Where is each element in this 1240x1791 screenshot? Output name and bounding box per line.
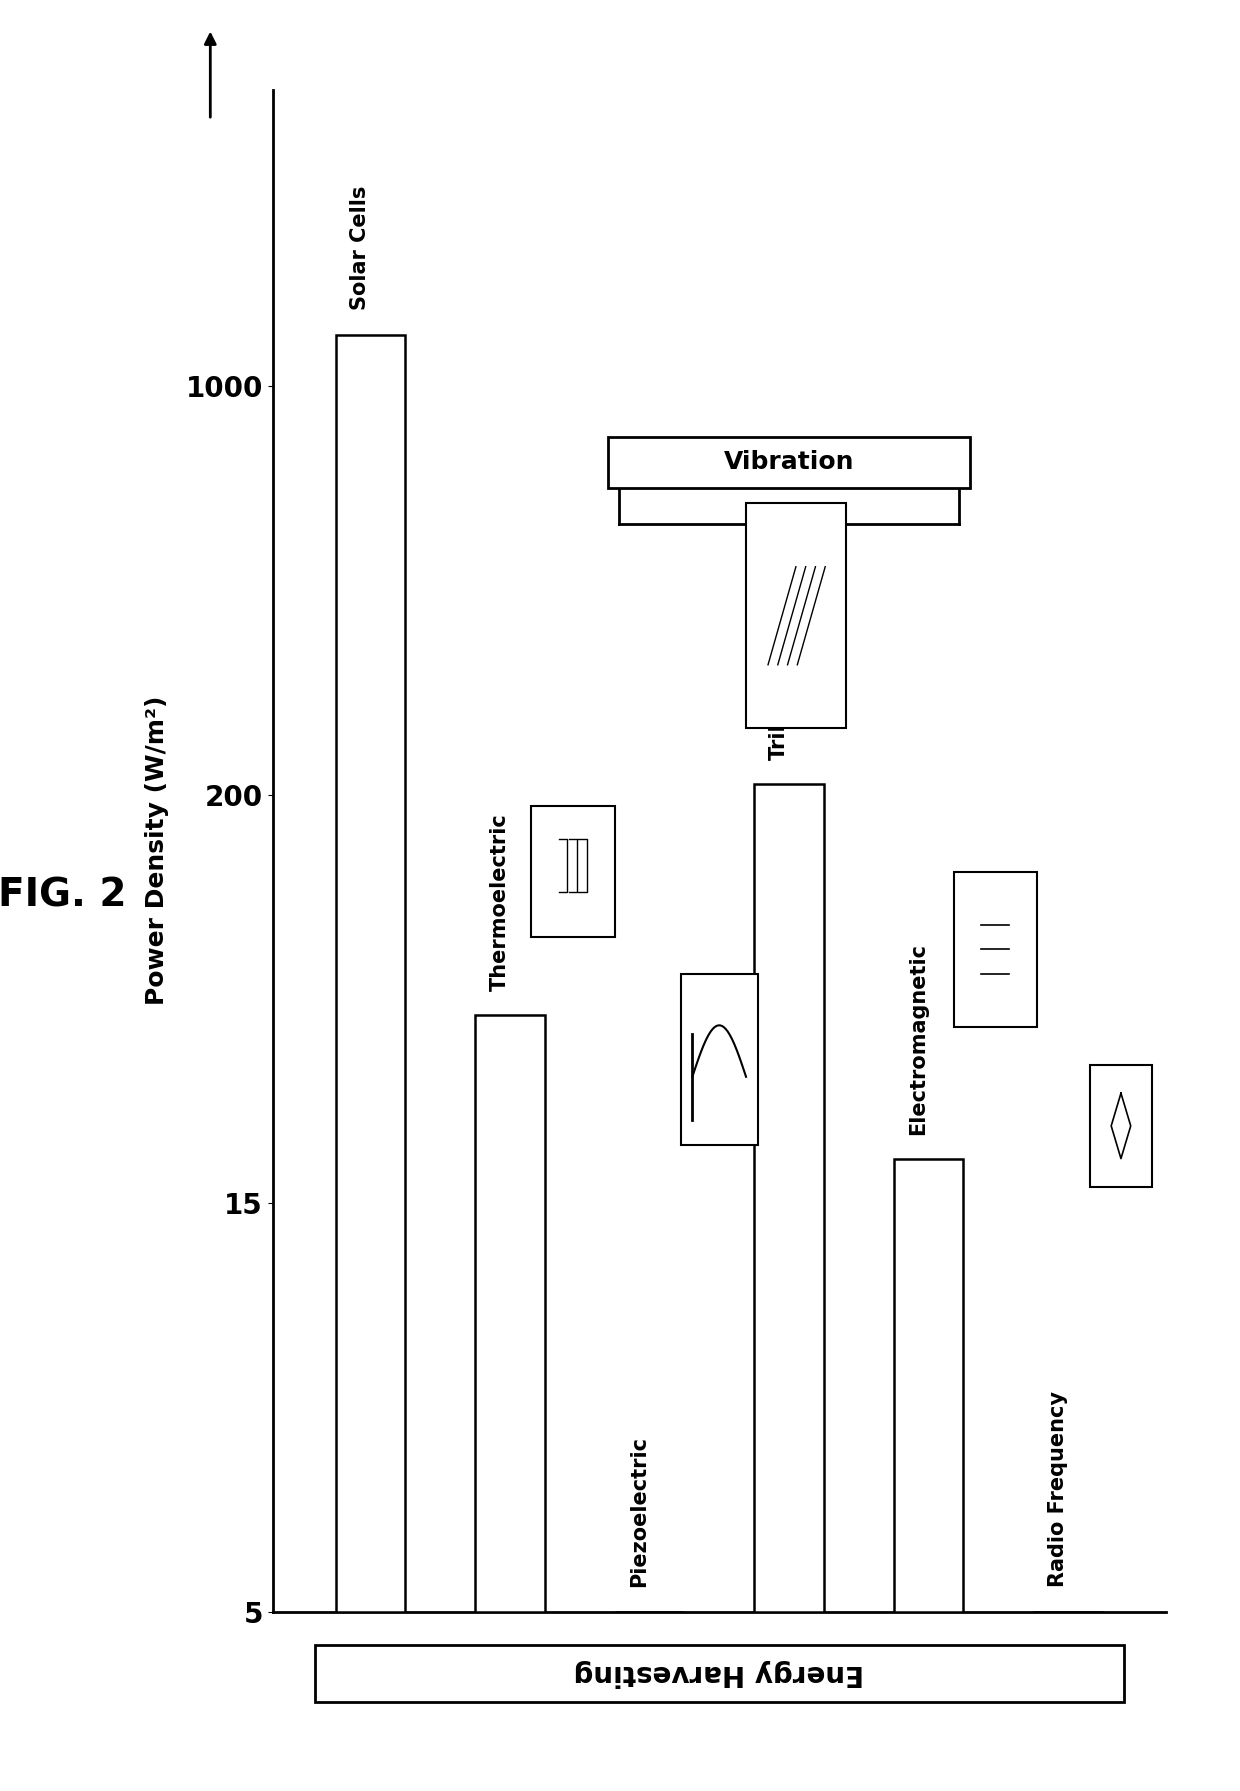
Bar (894, 1159, 963, 1612)
Text: FIG. 2: FIG. 2 (0, 876, 126, 915)
Bar (681, 974, 758, 1146)
Text: Electromagnetic: Electromagnetic (909, 942, 929, 1134)
Bar (954, 872, 1038, 1026)
Text: Solar Cells: Solar Cells (351, 186, 371, 310)
Text: Radio Frequency: Radio Frequency (1048, 1392, 1068, 1587)
Bar (608, 437, 970, 487)
Text: Thermoelectric: Thermoelectric (490, 813, 510, 990)
Text: Energy Harvesting: Energy Harvesting (574, 1658, 864, 1687)
Bar (531, 806, 615, 937)
Text: Piezoelectric: Piezoelectric (630, 1436, 650, 1587)
Text: Vibration: Vibration (724, 451, 854, 475)
Bar (475, 1015, 544, 1612)
Bar (1090, 1064, 1152, 1187)
Text: Triboelectric: Triboelectric (769, 613, 789, 759)
Bar (745, 503, 846, 729)
Bar (315, 1644, 1123, 1701)
Bar (754, 784, 823, 1612)
Bar (336, 335, 405, 1612)
Y-axis label: Power Density (W/m²): Power Density (W/m²) (145, 697, 169, 1005)
